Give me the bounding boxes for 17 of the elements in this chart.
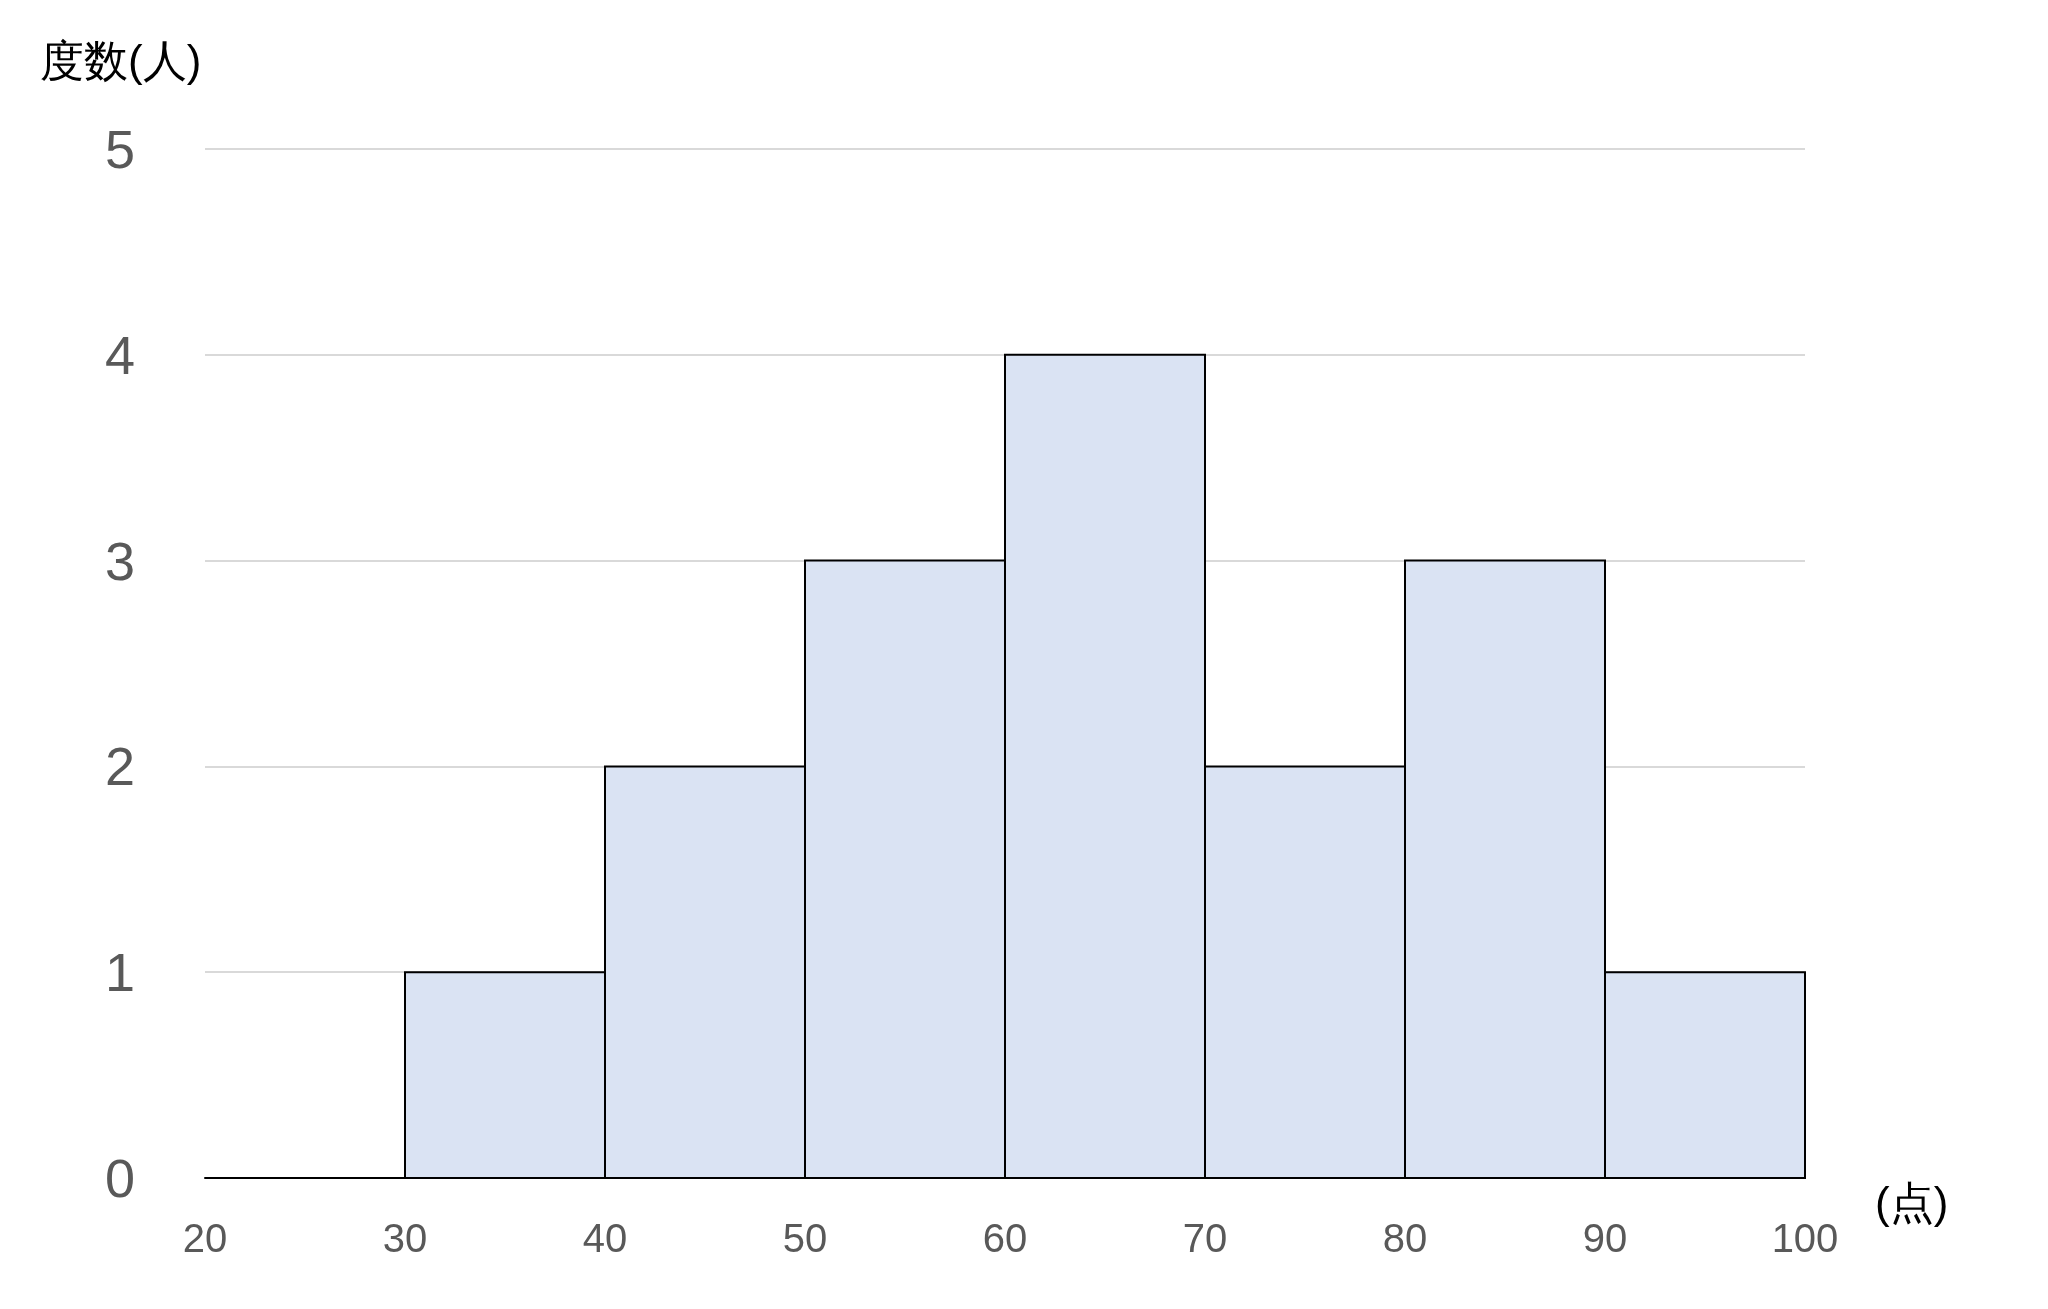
x-tick-label: 70 xyxy=(1182,1216,1228,1260)
x-tick-label: 80 xyxy=(1382,1216,1428,1260)
y-tick-label: 0 xyxy=(104,1148,135,1208)
y-tick-label: 5 xyxy=(104,119,135,179)
x-tick-label: 60 xyxy=(982,1216,1028,1260)
x-tick-label: 90 xyxy=(1582,1216,1628,1260)
y-tick-label: 2 xyxy=(104,736,135,797)
y-tick-label: 3 xyxy=(104,530,135,591)
x-tick-label: 30 xyxy=(382,1216,428,1260)
y-axis-title: 度数(人) xyxy=(40,35,202,85)
x-tick-label: 50 xyxy=(782,1216,828,1260)
y-tick-label: 4 xyxy=(104,324,135,385)
y-tick-label: 1 xyxy=(104,942,135,1003)
x-tick-label: 40 xyxy=(582,1216,628,1260)
x-tick-label: 100 xyxy=(1771,1216,1839,1260)
x-axis-title: (点) xyxy=(1875,1177,1949,1227)
x-tick-label: 20 xyxy=(182,1216,228,1260)
